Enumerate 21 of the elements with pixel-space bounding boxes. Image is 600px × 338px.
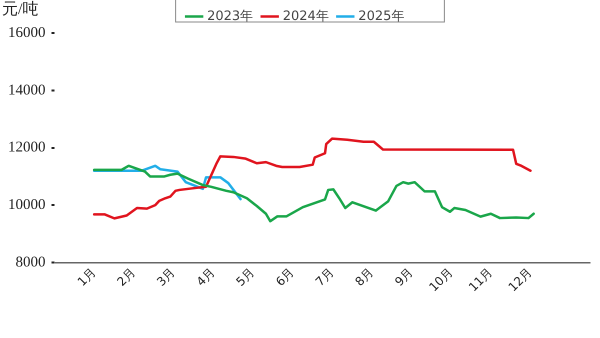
y-axis-title: 元/吨: [2, 0, 38, 18]
x-tick-label: 5月: [233, 265, 258, 289]
y-tick-label: 16000: [8, 24, 46, 41]
x-tick-label: 12月: [506, 265, 535, 294]
y-tick-label: 12000: [8, 140, 46, 156]
x-tick-label: 9月: [392, 265, 416, 289]
x-tick-label: 1月: [74, 265, 98, 289]
y-tick-label: 10000: [8, 197, 46, 214]
x-tick-label: 8月: [352, 265, 376, 289]
y-tick-label: 14000: [8, 82, 46, 98]
y-tick-label: 8000: [16, 254, 46, 270]
x-tick-label: 10月: [426, 265, 456, 294]
legend-label: 2025年: [358, 8, 404, 24]
x-tick-label: 4月: [194, 265, 218, 289]
x-tick-label: 3月: [154, 265, 178, 289]
x-tick-label: 11月: [466, 265, 496, 294]
x-tick-label: 2月: [114, 265, 138, 289]
x-tick-label: 6月: [273, 265, 297, 289]
x-tick-label: 7月: [312, 265, 336, 289]
legend-label: 2024年: [282, 8, 329, 24]
legend-label: 2023年: [207, 8, 254, 24]
